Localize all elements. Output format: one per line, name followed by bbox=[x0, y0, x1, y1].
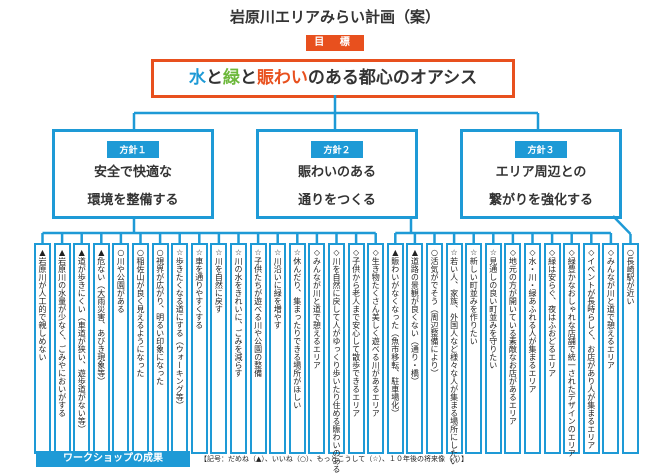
item-text: ◇緑豊かなおしゃれな店舗で統一されたデザインのエリア bbox=[567, 248, 577, 457]
policy-3-box: 方針３ エリア周辺との 繋がりを強化する bbox=[460, 129, 622, 219]
goal-and-1: と bbox=[205, 68, 223, 88]
item-text: ▲岩原川の水量が少なく、ごみやにおいがする bbox=[57, 248, 67, 417]
item-text: ○稲佐山が良く見えるようになった bbox=[136, 248, 145, 377]
item-text: ◇みんなが川と道で憩えるエリア bbox=[606, 248, 616, 369]
item-text: ○長崎駅が近い bbox=[626, 248, 635, 305]
policy-3-tag: 方針３ bbox=[515, 141, 567, 158]
item-text: ▲道路の景観が良くない（通り・橋） bbox=[410, 248, 420, 385]
item-card: ◇水・川・緑あふれる人が集まるエリア bbox=[524, 243, 541, 454]
item-card: ◇みんなが川と道で憩えるエリア bbox=[602, 243, 620, 454]
item-card: ☆見通しの良い町並みを守りたい bbox=[484, 243, 502, 454]
policy-2-line-2: 通りをつくる bbox=[298, 193, 376, 208]
goal-bustle: 賑わい bbox=[256, 68, 308, 88]
item-text: ☆川を自然に戻す bbox=[214, 248, 224, 313]
item-text: ☆子供たちが遊べる川や公園の整備 bbox=[253, 248, 263, 377]
item-text: ◇地元の方が開いている素敵なお店があるエリア bbox=[508, 248, 518, 425]
policy-1-tag: 方針１ bbox=[107, 141, 159, 158]
item-text: ◇川を自然に戻して人がゆっくり歩いたり住める賑わいのあるエリア bbox=[332, 248, 341, 474]
item-text: ◇子供から老人まで安心して散歩できるエリア bbox=[351, 248, 361, 417]
goal-water: 水 bbox=[188, 68, 206, 88]
item-text: ☆休んだり、集まったりできる場所がほしい bbox=[292, 248, 302, 409]
item-text: ◇緑は安らぐ、夜はふおどるエリア bbox=[547, 248, 557, 377]
item-card: ☆歩きたくなる道にする（ウォーキング等） bbox=[171, 243, 189, 454]
item-text: ☆車を通りやすくする bbox=[194, 248, 204, 329]
item-card: ☆車を通りやすくする bbox=[190, 243, 208, 454]
workshop-results-label: ワークショップの成果 bbox=[36, 451, 190, 467]
item-card: ☆子供たちが遊べる川や公園の整備 bbox=[249, 243, 267, 454]
item-card: ○活気がでそう（周辺整備により） bbox=[426, 243, 443, 454]
item-text: ○川や公園がある bbox=[116, 248, 126, 313]
item-card: ○稲佐山が良く見えるようになった bbox=[132, 243, 149, 454]
item-card: ▲危ない（大雨災害、あびき現象等） bbox=[92, 243, 110, 454]
item-text: ◇みんなが川と道で憩えるエリア bbox=[312, 248, 322, 369]
item-card: ▲岩原川の水量が少なく、ごみやにおいがする bbox=[53, 243, 71, 454]
policy-2-line-1: 賑わいのある bbox=[297, 165, 376, 180]
item-text: ○活気がでそう（周辺整備により） bbox=[430, 248, 439, 377]
goal-tag: 目 標 bbox=[306, 35, 364, 51]
item-card: ◇緑は安らぐ、夜はふおどるエリア bbox=[543, 243, 561, 454]
item-card: ◇生き物たくさん美しく遊べる川があるエリア bbox=[367, 243, 385, 454]
item-card: ◇川を自然に戻して人がゆっくり歩いたり住める賑わいのあるエリア bbox=[328, 243, 345, 474]
item-text: ▲道が歩きにくい（車道が狭い、遊歩道がない等） bbox=[77, 248, 87, 433]
page-title: 岩原川エリアみらい計画（案） bbox=[229, 8, 440, 26]
item-card: ◇みんなが川と道で憩えるエリア bbox=[308, 243, 326, 454]
item-card: ☆川を自然に戻す bbox=[210, 243, 228, 454]
item-card: ☆川の水をきれいに、ごみを減らす bbox=[230, 243, 247, 454]
item-card: ☆川沿いに緑を増やす bbox=[269, 243, 287, 454]
policy-2-box: 方針２ 賑わいのある 通りをつくる bbox=[256, 129, 418, 219]
item-card: ◇地元の方が開いている素敵なお店があるエリア bbox=[504, 243, 522, 454]
policy-3-diagonal bbox=[612, 215, 632, 235]
policy-1-line-2: 環境を整備する bbox=[87, 193, 179, 208]
item-text: ▲賑わいがなくなった（魚市移転、駐車場化） bbox=[390, 248, 400, 417]
item-text: ◇生き物たくさん美しく遊べる川があるエリア bbox=[371, 248, 381, 417]
item-card: ▲道路の景観が良くない（通り・橋） bbox=[406, 243, 424, 454]
item-text: ◇水・川・緑あふれる人が集まるエリア bbox=[528, 248, 537, 393]
item-card: ○視界が広がり、明るい印象になった bbox=[151, 243, 169, 454]
item-card: ◇緑豊かなおしゃれな店舗で統一されたデザインのエリア bbox=[563, 243, 581, 457]
item-card: ☆休んだり、集まったりできる場所がほしい bbox=[288, 243, 306, 454]
item-card: ▲岩原川が人工的で親しめない bbox=[34, 243, 51, 454]
item-card: ☆新しい町並みを作りたい bbox=[465, 243, 483, 454]
item-text: ◇イベントが長時らしく、お店があり人が集まるエリア bbox=[586, 248, 596, 449]
item-card: ◇イベントが長時らしく、お店があり人が集まるエリア bbox=[582, 243, 600, 454]
symbol-legend: 【記号：だめね（▲）、いいね（○）、もっとこうして（☆）、１０年後の将来像（◇）… bbox=[200, 455, 468, 463]
policy-2-tag: 方針２ bbox=[311, 141, 363, 158]
goal-green: 緑 bbox=[222, 68, 240, 88]
item-card: ▲賑わいがなくなった（魚市移転、駐車場化） bbox=[386, 243, 404, 454]
item-text: ☆新しい町並みを作りたい bbox=[469, 248, 479, 345]
item-text: ☆歩きたくなる道にする（ウォーキング等） bbox=[175, 248, 185, 409]
item-card: ○長崎駅が近い bbox=[622, 243, 639, 454]
item-card: ◇子供から老人まで安心して散歩できるエリア bbox=[347, 243, 365, 454]
item-card: ○川や公園がある bbox=[112, 243, 130, 454]
item-text: ☆若い人、家族、外国人など様々な人が集まる場所にしたい bbox=[449, 248, 459, 465]
item-text: ○視界が広がり、明るい印象になった bbox=[155, 248, 165, 385]
item-text: ☆川沿いに緑を増やす bbox=[273, 248, 283, 329]
item-card: ☆若い人、家族、外国人など様々な人が集まる場所にしたい bbox=[445, 243, 463, 465]
item-text: ▲岩原川が人工的で親しめない bbox=[38, 248, 47, 361]
item-text: ▲危ない（大雨災害、あびき現象等） bbox=[96, 248, 106, 385]
item-text: ☆川の水をきれいに、ごみを減らす bbox=[234, 248, 243, 377]
policy-3-line-1: エリア周辺との bbox=[495, 165, 587, 180]
policy-3-line-2: 繋がりを強化する bbox=[488, 193, 593, 208]
item-card: ▲道が歩きにくい（車道が狭い、遊歩道がない等） bbox=[73, 243, 91, 454]
goal-and-2: と bbox=[239, 68, 257, 88]
goal-box: 水と緑と賑わいのある都心のオアシス bbox=[151, 59, 515, 98]
item-text: ☆見通しの良い町並みを守りたい bbox=[488, 248, 498, 369]
goal-rest: のある都心のオアシス bbox=[307, 68, 478, 88]
policy-1-line-1: 安全で快適な bbox=[93, 165, 172, 180]
policy-1-box: 方針１ 安全で快適な 環境を整備する bbox=[52, 129, 214, 219]
